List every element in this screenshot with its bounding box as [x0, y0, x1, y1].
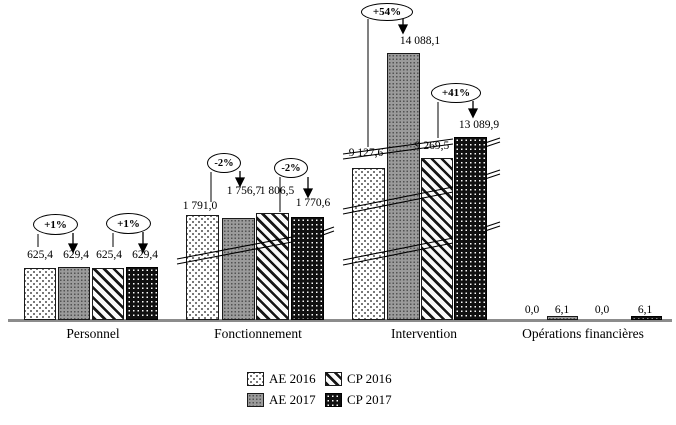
value-label-intervention-ae2017: 14 088,1 [399, 35, 441, 47]
bar-fonctionnement-cp2017 [291, 217, 324, 320]
value-label-personnel-cp2017: 629,4 [132, 249, 158, 261]
bar-personnel-cp2017 [126, 267, 158, 320]
annotation-oval-intervention-ae: +54% [361, 3, 413, 21]
legend-swatch-ae2017-icon [247, 393, 264, 407]
legend-swatch-cp2017-icon [325, 393, 342, 407]
annotation-oval-fonctionnement-ae: -2% [207, 153, 241, 173]
legend-item-ae2017: AE 2017 [247, 393, 325, 407]
legend-label-ae2017: AE 2017 [269, 392, 316, 407]
legend-item-cp2016: CP 2016 [325, 372, 392, 386]
value-label-intervention-cp2016: 9 269,5 [414, 140, 450, 152]
bar-fonctionnement-ae2017 [222, 218, 255, 320]
legend-item-cp2017: CP 2017 [325, 393, 392, 407]
bar-fonctionnement-cp2016 [256, 213, 289, 320]
value-label-fonctionnement-ae2017: 1 756,7 [226, 185, 262, 197]
value-label-operations-ae2016: 0,0 [524, 304, 540, 316]
value-label-fonctionnement-cp2017: 1 770,6 [295, 197, 331, 209]
bar-personnel-ae2017 [58, 267, 90, 320]
category-label-intervention: Intervention [391, 326, 457, 341]
bar-operations-cp2017 [631, 316, 662, 320]
bar-intervention-cp2016 [421, 158, 453, 320]
annotation-oval-fonctionnement-cp: -2% [274, 158, 308, 178]
value-label-intervention-ae2016: 9 127,6 [348, 147, 384, 159]
value-label-fonctionnement-cp2016: 1 806,5 [259, 185, 295, 197]
category-label-fonctionnement: Fonctionnement [214, 326, 302, 341]
value-label-operations-cp2017: 6,1 [637, 304, 653, 316]
value-label-operations-cp2016: 0,0 [594, 304, 610, 316]
legend-item-ae2016: AE 2016 [247, 372, 325, 386]
legend-label-ae2016: AE 2016 [269, 371, 316, 386]
value-label-intervention-cp2017: 13 089,9 [458, 119, 500, 131]
value-label-personnel-ae2017: 629,4 [63, 249, 89, 261]
bar-operations-ae2017 [547, 316, 578, 320]
x-axis-line [8, 319, 672, 322]
bar-intervention-ae2016 [352, 168, 385, 320]
category-label-operations-financieres: Opérations financières [522, 326, 644, 341]
legend: AE 2016 CP 2016 AE 2017 CP 2017 [247, 372, 392, 407]
annotation-oval-personnel-ae: +1% [33, 214, 78, 235]
annotation-oval-personnel-cp: +1% [106, 213, 151, 234]
category-label-personnel: Personnel [66, 326, 120, 341]
value-label-fonctionnement-ae2016: 1 791,0 [182, 200, 218, 212]
bar-personnel-ae2016 [24, 268, 56, 320]
value-label-personnel-ae2016: 625,4 [27, 249, 53, 261]
value-label-personnel-cp2016: 625,4 [96, 249, 122, 261]
bar-intervention-ae2017 [387, 53, 420, 320]
legend-swatch-cp2016-icon [325, 372, 342, 386]
value-label-operations-ae2017: 6,1 [554, 304, 570, 316]
legend-label-cp2016: CP 2016 [347, 371, 392, 386]
bar-personnel-cp2016 [92, 268, 124, 320]
bar-intervention-cp2017 [454, 137, 487, 320]
annotation-oval-intervention-cp: +41% [431, 83, 481, 103]
bar-fonctionnement-ae2016 [186, 215, 219, 320]
legend-label-cp2017: CP 2017 [347, 392, 392, 407]
legend-swatch-ae2016-icon [247, 372, 264, 386]
